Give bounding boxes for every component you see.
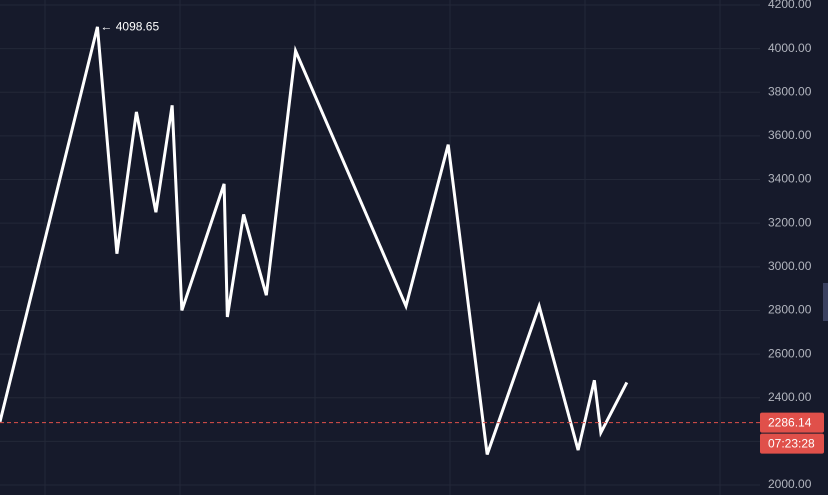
price-label: 2286.14	[768, 416, 812, 430]
countdown: 07:23:28	[768, 437, 815, 451]
y-tick-label: 4000.00	[768, 41, 812, 55]
price-label-box	[760, 412, 824, 433]
y-tick-label: 3800.00	[768, 84, 812, 98]
y-tick-label: 2600.00	[768, 346, 812, 360]
zigzag-line	[0, 26, 629, 455]
y-tick-label: 3400.00	[768, 172, 812, 186]
y-tick-label: 3200.00	[768, 215, 812, 229]
y-tick-label: 4200.00	[768, 0, 812, 11]
scroll-handle	[823, 283, 828, 321]
y-tick-label: 3600.00	[768, 128, 812, 142]
y-tick-label: 2400.00	[768, 390, 812, 404]
y-tick-label: 2000.00	[768, 477, 812, 491]
annotation: ← 4098.65	[100, 19, 159, 33]
countdown-box	[760, 433, 824, 454]
y-tick-label: 2800.00	[768, 303, 812, 317]
y-tick-label: 3000.00	[768, 259, 812, 273]
